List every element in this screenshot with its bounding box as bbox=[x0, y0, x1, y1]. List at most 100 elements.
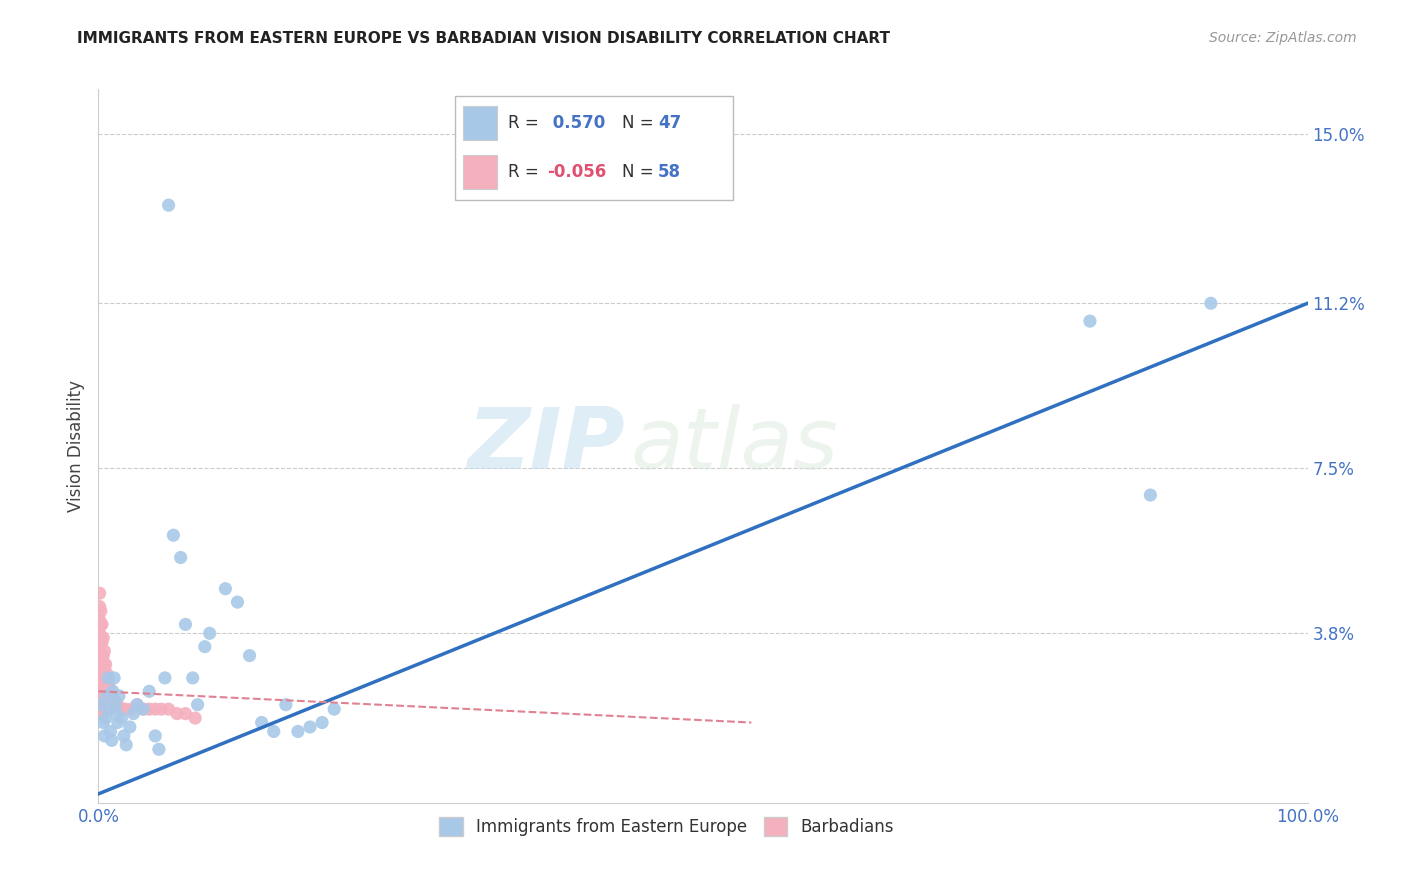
Point bbox=[93, 671, 115, 685]
Point bbox=[138, 702, 160, 716]
Point bbox=[91, 675, 114, 690]
Point bbox=[94, 684, 117, 698]
Point bbox=[90, 617, 112, 632]
Point bbox=[94, 711, 117, 725]
Point bbox=[226, 595, 249, 609]
Point bbox=[94, 657, 117, 672]
Point bbox=[132, 702, 155, 716]
Point bbox=[90, 662, 112, 676]
Point bbox=[89, 657, 111, 672]
Point bbox=[100, 724, 122, 739]
Point bbox=[107, 698, 129, 712]
Point bbox=[115, 738, 138, 752]
Point bbox=[287, 724, 309, 739]
Point bbox=[110, 702, 132, 716]
Point bbox=[91, 693, 114, 707]
Point bbox=[120, 702, 142, 716]
Point bbox=[194, 640, 217, 654]
Point bbox=[97, 671, 120, 685]
Point bbox=[323, 702, 346, 716]
Point bbox=[112, 729, 135, 743]
Point bbox=[89, 613, 111, 627]
Point bbox=[91, 680, 114, 694]
Point bbox=[89, 626, 111, 640]
Point bbox=[114, 702, 136, 716]
Point bbox=[91, 648, 114, 663]
Point bbox=[181, 671, 204, 685]
Point bbox=[96, 689, 118, 703]
Point bbox=[89, 586, 111, 600]
Text: atlas: atlas bbox=[630, 404, 838, 488]
Point bbox=[174, 706, 197, 721]
Point bbox=[107, 715, 129, 730]
Point bbox=[105, 706, 128, 721]
Point bbox=[89, 671, 111, 685]
Point bbox=[100, 689, 122, 703]
Point bbox=[101, 684, 124, 698]
Point bbox=[103, 693, 125, 707]
Point bbox=[122, 706, 145, 721]
Point bbox=[90, 631, 112, 645]
Point bbox=[89, 640, 111, 654]
Point bbox=[97, 689, 120, 703]
Point bbox=[90, 698, 112, 712]
Point bbox=[166, 706, 188, 721]
Point bbox=[150, 702, 173, 716]
Point bbox=[90, 702, 112, 716]
Point bbox=[299, 720, 322, 734]
Point bbox=[104, 698, 127, 712]
Text: Source: ZipAtlas.com: Source: ZipAtlas.com bbox=[1209, 31, 1357, 45]
Point bbox=[96, 693, 118, 707]
Point bbox=[1199, 296, 1222, 310]
Text: ZIP: ZIP bbox=[467, 404, 624, 488]
Point bbox=[127, 698, 149, 712]
Point bbox=[91, 662, 114, 676]
Point bbox=[100, 702, 122, 716]
Point bbox=[157, 198, 180, 212]
Point bbox=[148, 742, 170, 756]
Point bbox=[94, 671, 117, 685]
Point bbox=[91, 631, 114, 645]
Point bbox=[157, 702, 180, 716]
Point bbox=[239, 648, 262, 663]
Point bbox=[91, 635, 114, 649]
Point bbox=[174, 617, 197, 632]
Point bbox=[1139, 488, 1161, 502]
Point bbox=[89, 684, 111, 698]
Text: IMMIGRANTS FROM EASTERN EUROPE VS BARBADIAN VISION DISABILITY CORRELATION CHART: IMMIGRANTS FROM EASTERN EUROPE VS BARBAD… bbox=[77, 31, 890, 46]
Point bbox=[93, 644, 115, 658]
Point bbox=[98, 698, 121, 712]
Point bbox=[263, 724, 285, 739]
Point bbox=[91, 617, 114, 632]
Point bbox=[138, 684, 160, 698]
Point bbox=[90, 648, 112, 663]
Point bbox=[90, 689, 112, 703]
Y-axis label: Vision Disability: Vision Disability bbox=[66, 380, 84, 512]
Point bbox=[132, 702, 155, 716]
Point bbox=[127, 698, 149, 712]
Point bbox=[97, 675, 120, 690]
Point bbox=[98, 680, 121, 694]
Point bbox=[311, 715, 333, 730]
Point bbox=[89, 599, 111, 614]
Point bbox=[162, 528, 184, 542]
Point bbox=[91, 689, 114, 703]
Point bbox=[91, 715, 114, 730]
Point bbox=[110, 711, 132, 725]
Point bbox=[214, 582, 236, 596]
Point bbox=[93, 657, 115, 672]
Point bbox=[108, 689, 131, 703]
Point bbox=[103, 671, 125, 685]
Point bbox=[198, 626, 221, 640]
Point bbox=[118, 720, 141, 734]
Point bbox=[96, 680, 118, 694]
Point bbox=[250, 715, 273, 730]
Point bbox=[93, 729, 115, 743]
Point bbox=[153, 671, 176, 685]
Point bbox=[91, 666, 114, 681]
Point bbox=[100, 733, 122, 747]
Point bbox=[91, 706, 114, 721]
Point bbox=[143, 702, 166, 716]
Point bbox=[184, 711, 207, 725]
Point bbox=[96, 666, 118, 681]
